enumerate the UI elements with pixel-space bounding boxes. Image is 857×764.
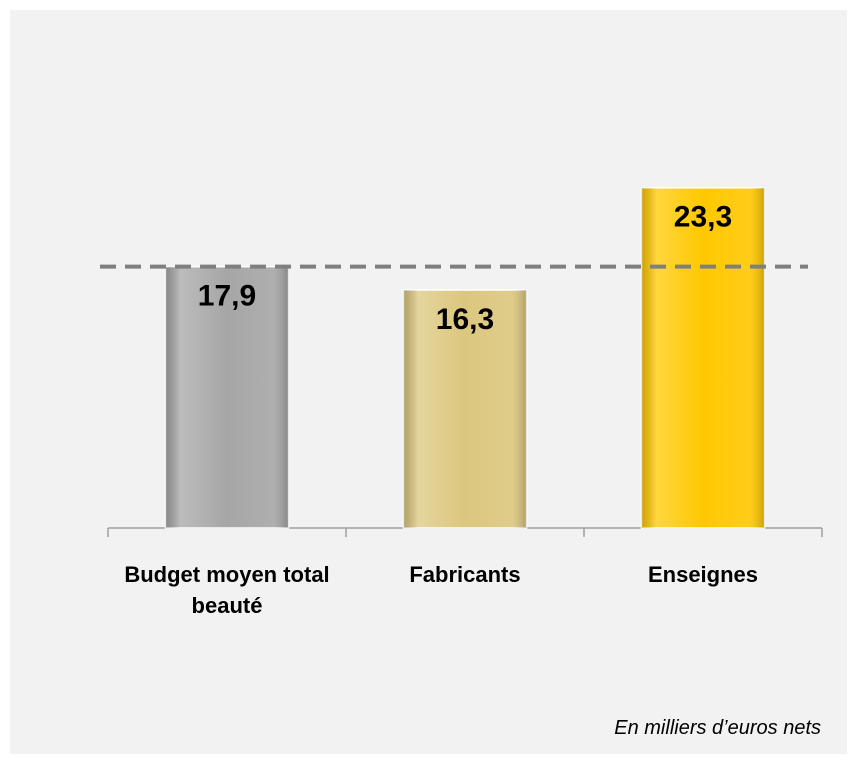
x-tick-label: Fabricants bbox=[409, 562, 521, 587]
note: En milliers d’euros nets bbox=[614, 717, 821, 739]
x-tick-label: Enseignes bbox=[647, 562, 759, 587]
x-tick-label: Budget moyen total beauté bbox=[124, 562, 330, 618]
value-label: 16,3 bbox=[436, 303, 494, 336]
value-label: 17,9 bbox=[198, 280, 256, 313]
bar-shine bbox=[641, 187, 765, 528]
bar-shine bbox=[165, 266, 289, 528]
bar-shine bbox=[403, 290, 527, 528]
value-label: 23,3 bbox=[674, 201, 732, 234]
